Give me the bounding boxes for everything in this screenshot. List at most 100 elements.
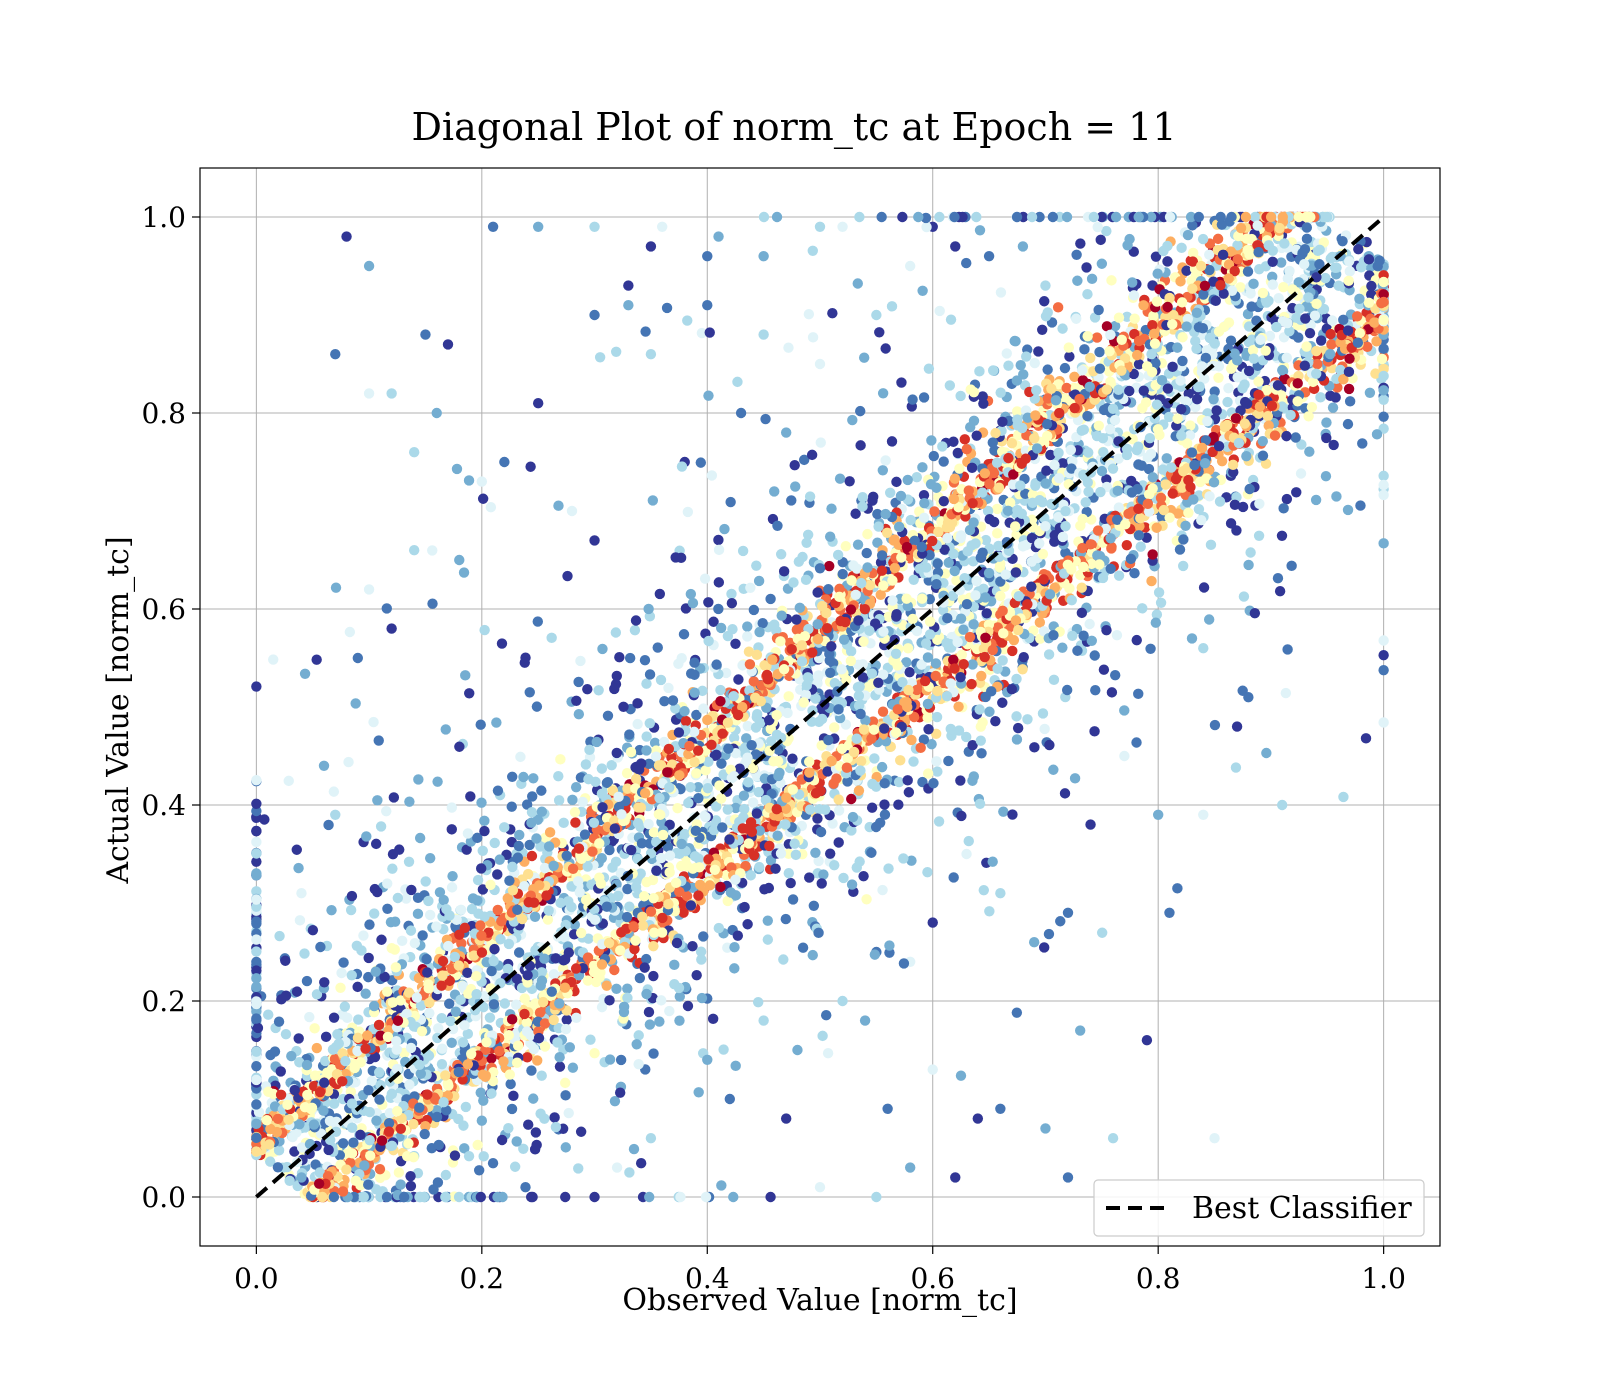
scatter-point (460, 1101, 472, 1113)
scatter-point (659, 695, 670, 707)
scatter-point (964, 631, 976, 643)
scatter-point (776, 610, 787, 621)
scatter-point (320, 1031, 332, 1043)
scatter-point (519, 880, 530, 892)
scatter-point (396, 935, 408, 947)
scatter-point (387, 863, 398, 874)
scatter-point (1249, 607, 1261, 619)
scatter-point (251, 1060, 262, 1072)
scatter-point (649, 737, 661, 749)
scatter-point (783, 867, 794, 879)
scatter-point (1105, 329, 1116, 341)
scatter-point (655, 809, 666, 821)
scatter-point (374, 1163, 386, 1175)
scatter-point (1075, 238, 1086, 249)
scatter-point (275, 1066, 286, 1077)
scatter-point (700, 765, 711, 776)
scatter-point (1135, 541, 1146, 552)
scatter-point (436, 1058, 448, 1070)
scatter-point (543, 905, 554, 916)
scatter-point (637, 920, 649, 931)
scatter-point (1185, 211, 1197, 223)
scatter-point (611, 983, 622, 994)
scatter-point (1129, 568, 1140, 579)
scatter-point (980, 534, 992, 546)
scatter-point (856, 577, 867, 589)
scatter-point (1083, 486, 1094, 497)
scatter-point (1180, 396, 1192, 407)
scatter-point (472, 874, 484, 886)
scatter-point (1137, 603, 1148, 614)
scatter-point (488, 999, 500, 1010)
scatter-point (1327, 402, 1339, 413)
scatter-point (753, 575, 765, 587)
scatter-point (648, 827, 660, 838)
scatter-point (342, 1012, 353, 1024)
scatter-point (487, 1075, 499, 1087)
scatter-point (1008, 469, 1019, 480)
scatter-point (1321, 417, 1332, 428)
scatter-point (424, 852, 436, 864)
scatter-point (998, 806, 1009, 817)
scatter-point (1370, 368, 1381, 379)
scatter-point (1162, 240, 1173, 252)
scatter-point (1106, 687, 1118, 698)
scatter-point (1128, 246, 1139, 257)
scatter-point (840, 540, 852, 552)
scatter-point (478, 1095, 489, 1106)
scatter-point (1304, 446, 1315, 457)
scatter-point (1113, 312, 1125, 323)
scatter-point (1254, 263, 1265, 275)
scatter-point (883, 863, 894, 874)
scatter-point (1205, 539, 1217, 551)
scatter-point (1193, 504, 1205, 515)
scatter-point (1011, 734, 1023, 745)
scatter-point (788, 577, 799, 588)
scatter-point (575, 1126, 587, 1137)
scatter-point (780, 913, 792, 925)
scatter-point (437, 1043, 448, 1054)
scatter-point (923, 724, 934, 735)
scatter-point (918, 392, 930, 403)
scatter-point (895, 755, 906, 766)
scatter-point (1059, 362, 1071, 374)
scatter-point (280, 1028, 292, 1040)
scatter-point (903, 787, 915, 798)
scatter-point (982, 505, 994, 517)
scatter-point (824, 655, 835, 666)
scatter-point (622, 992, 633, 1004)
scatter-point (806, 449, 818, 461)
scatter-point (1333, 280, 1344, 291)
scatter-point (644, 1019, 656, 1030)
scatter-point (466, 903, 478, 915)
scatter-point (561, 1014, 572, 1025)
scatter-point (930, 728, 942, 740)
scatter-point (502, 893, 513, 904)
scatter-point (1378, 343, 1389, 354)
scatter-point (1163, 411, 1175, 423)
scatter-point (804, 872, 815, 883)
scatter-point (1095, 234, 1106, 246)
scatter-point (1371, 336, 1382, 347)
scatter-point (695, 457, 707, 468)
scatter-point (1332, 382, 1343, 393)
scatter-point (346, 970, 357, 981)
scatter-point (1342, 418, 1354, 430)
scatter-point (861, 547, 872, 559)
scatter-point (778, 954, 789, 965)
scatter-point (1267, 271, 1278, 283)
scatter-point (1247, 345, 1259, 356)
scatter-point (951, 575, 962, 586)
scatter-point (1357, 438, 1368, 449)
scatter-point (621, 911, 633, 923)
scatter-point (1113, 570, 1125, 581)
scatter-point (1310, 494, 1322, 506)
scatter-point (499, 822, 510, 833)
scatter-point (475, 719, 486, 730)
scatter-point (823, 584, 834, 595)
scatter-point (382, 986, 393, 997)
scatter-point (1284, 265, 1295, 277)
scatter-point (1371, 429, 1383, 440)
scatter-point (1225, 518, 1237, 529)
scatter-point (624, 1167, 635, 1178)
